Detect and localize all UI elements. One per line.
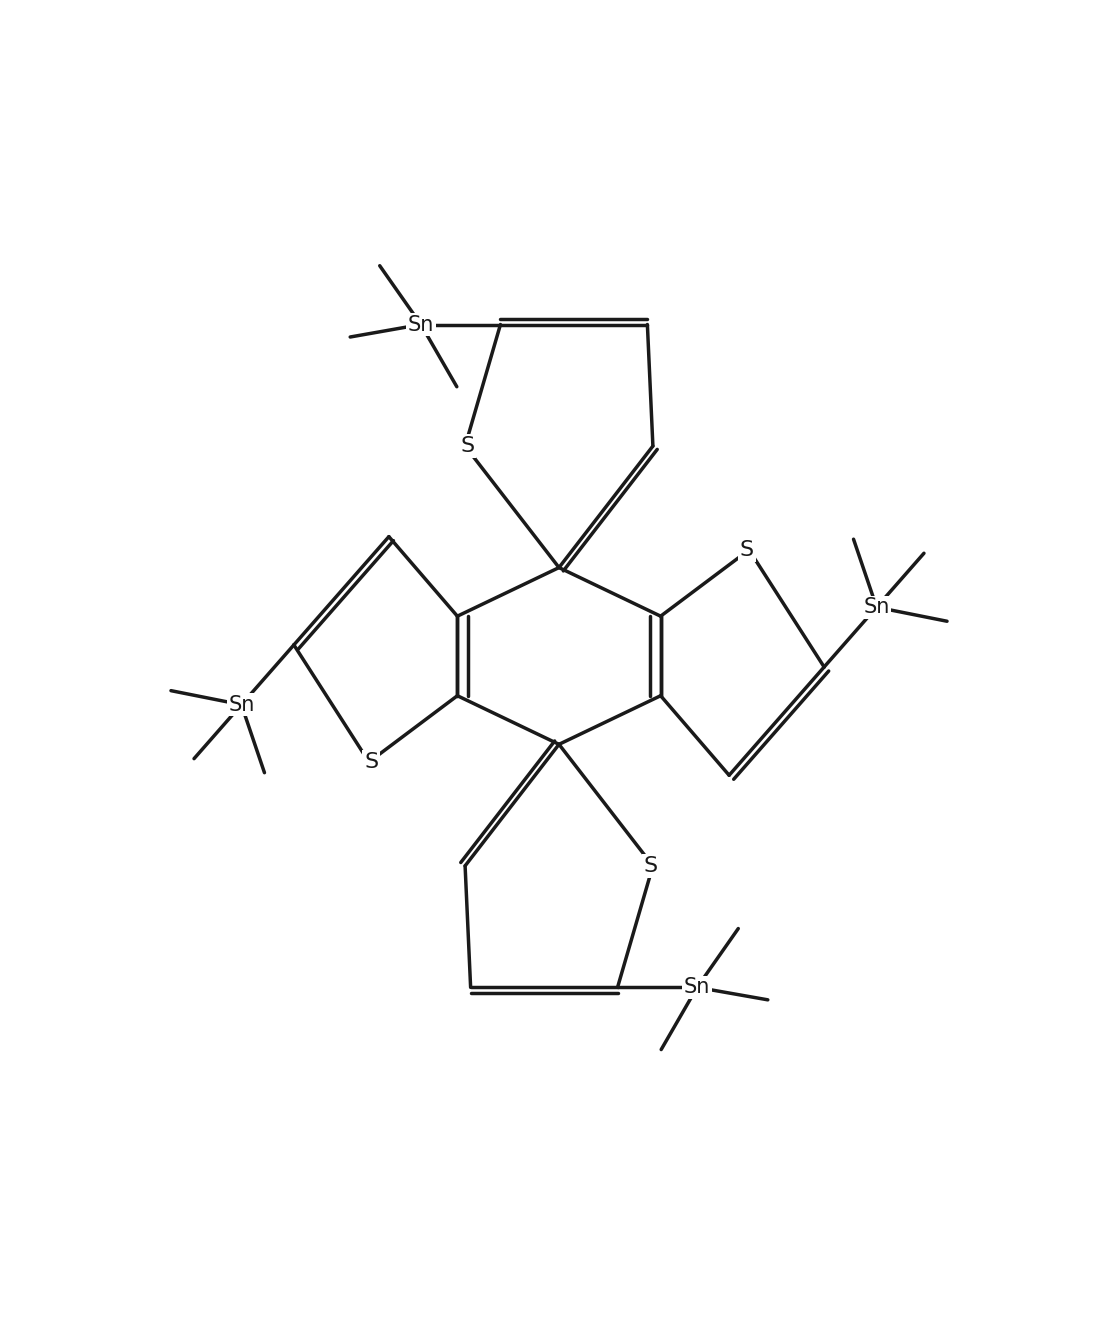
Text: Sn: Sn: [228, 695, 255, 715]
Text: S: S: [740, 540, 754, 560]
Text: Sn: Sn: [863, 598, 890, 618]
Text: Sn: Sn: [684, 978, 710, 998]
Text: S: S: [644, 856, 657, 876]
Text: S: S: [461, 436, 474, 456]
Text: S: S: [364, 752, 378, 772]
Text: Sn: Sn: [408, 315, 434, 335]
